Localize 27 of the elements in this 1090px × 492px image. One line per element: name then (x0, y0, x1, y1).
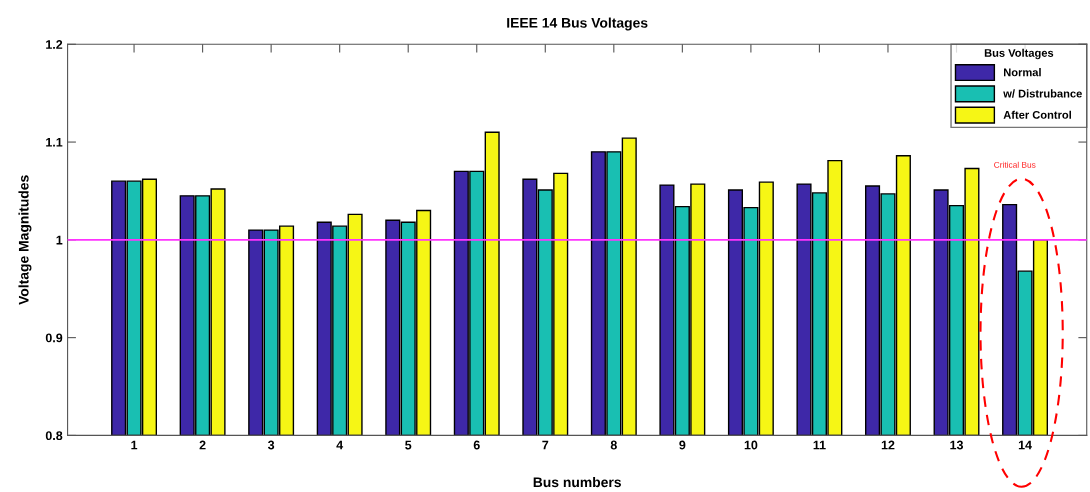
y-axis-title: Voltage Magnitudes (18, 175, 32, 305)
y-tick-label: 1.1 (46, 137, 63, 147)
x-tick-label: 4 (336, 440, 344, 450)
x-tick-label: 12 (881, 440, 895, 450)
x-tick-label: 5 (405, 440, 412, 450)
legend-title: Bus Voltages (984, 48, 1054, 60)
x-tick-label: 8 (610, 440, 617, 450)
x-tick-label: 14 (1018, 440, 1032, 450)
x-tick-label: 6 (473, 440, 480, 450)
legend-label: w/ Distrubance (1003, 89, 1082, 98)
legend-label: Normal (1004, 68, 1041, 77)
x-tick-label: 2 (199, 440, 206, 450)
x-tick-label: 13 (950, 440, 964, 450)
y-tick-label: 0.8 (45, 431, 63, 441)
y-tick-label: 0.9 (45, 333, 63, 343)
x-tick-label: 11 (813, 440, 826, 450)
chart-title: IEEE 14 Bus Voltages (507, 17, 648, 31)
x-tick-label: 3 (267, 440, 275, 450)
annotation: Critical Bus (994, 161, 1036, 168)
x-tick-label: 9 (679, 440, 686, 450)
x-tick-label: 7 (542, 440, 549, 450)
legend-label: After Control (1003, 110, 1071, 119)
x-tick-label: 10 (744, 440, 758, 450)
x-axis-title: Bus numbers (533, 476, 621, 488)
y-tick-label: 1 (56, 235, 63, 245)
y-tick-label: 1.2 (46, 40, 63, 49)
x-tick-label: 1 (131, 440, 138, 450)
